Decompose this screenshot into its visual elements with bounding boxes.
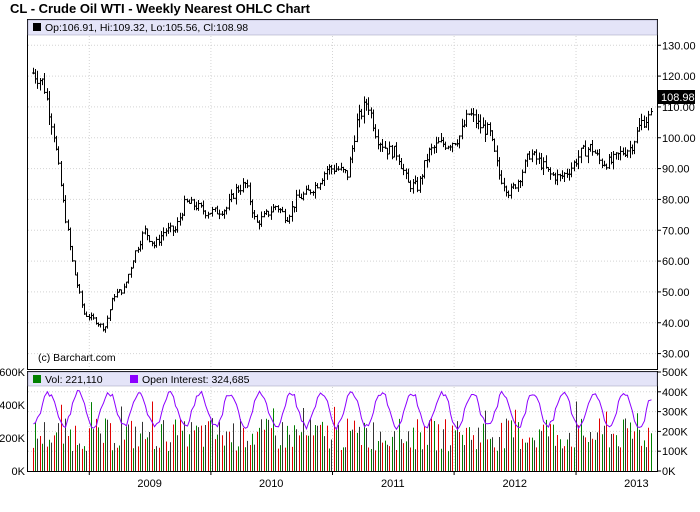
- open-interest-y-tick-label: 400K: [662, 387, 688, 399]
- open-interest-line: [33, 389, 652, 431]
- volume-panel: Vol: 221,110 Open Interest: 324,685 0K 20…: [0, 367, 688, 478]
- price-y-tick-label: 50.00: [662, 287, 690, 299]
- volume-y-tick-label: 0K: [12, 466, 26, 478]
- price-y-tick-label: 70.00: [662, 225, 690, 237]
- price-y-tick-label: 90.00: [662, 164, 690, 176]
- open-interest-y-tick-label: 200K: [662, 426, 688, 438]
- x-tick-label: 2013: [624, 478, 648, 490]
- price-y-tick-label: 120.00: [662, 71, 696, 83]
- credit-text: (c) Barchart.com: [38, 352, 116, 364]
- price-bars: [32, 67, 653, 333]
- x-tick-label: 2009: [137, 478, 161, 490]
- price-y-tick-label: 130.00: [662, 40, 696, 52]
- open-interest-swatch: [130, 375, 138, 383]
- price-panel: Op:106.91, Hi:109.32, Lo:105.56, Cl:108.…: [27, 19, 696, 370]
- price-info-text: Op:106.91, Hi:109.32, Lo:105.56, Cl:108.…: [45, 22, 248, 34]
- price-y-axis: 30.00 40.00 50.00 60.00 70.00 80.00 90.00 100.0…: [657, 40, 696, 361]
- x-tick-label: 2012: [502, 478, 526, 490]
- volume-bars: [33, 401, 652, 471]
- volume-y-tick-label: 400K: [0, 400, 26, 412]
- volume-y-axis-right: 0K 100K 200K 300K 400K 500K: [657, 367, 688, 478]
- open-interest-y-tick-label: 500K: [662, 367, 688, 379]
- volume-y-axis-left: 0K 200K 400K 600K: [0, 367, 26, 478]
- price-info-swatch: [33, 23, 41, 31]
- x-tick-label: 2011: [381, 478, 405, 490]
- price-y-tick-label: 60.00: [662, 256, 690, 268]
- open-interest-info-text: Open Interest: 324,685: [142, 374, 250, 386]
- last-price-box: [658, 90, 695, 104]
- open-interest-y-tick-label: 0K: [662, 466, 676, 478]
- x-tick-label: 2010: [259, 478, 283, 490]
- price-y-tick-label: 40.00: [662, 318, 690, 330]
- volume-y-tick-label: 600K: [0, 367, 26, 379]
- volume-plot-area: [27, 371, 658, 472]
- price-y-tick-label: 110.00: [662, 102, 695, 114]
- volume-y-tick-label: 200K: [0, 433, 26, 445]
- price-y-tick-label: 100.00: [662, 133, 696, 145]
- chart-title: CL - Crude Oil WTI - Weekly Nearest OHLC…: [10, 1, 311, 16]
- last-price-label: 108.98: [661, 92, 695, 104]
- open-interest-y-tick-label: 100K: [662, 446, 688, 458]
- volume-info-text: Vol: 221,110: [45, 374, 103, 386]
- x-axis: 2009 2010 2011 2012 2013: [88, 471, 649, 490]
- volume-info-bar: [27, 371, 658, 387]
- price-y-tick-label: 30.00: [662, 349, 690, 361]
- price-plot-area: [27, 19, 658, 370]
- price-y-tick-label: 80.00: [662, 194, 690, 206]
- volume-swatch: [33, 375, 41, 383]
- price-info-bar: [27, 19, 658, 36]
- open-interest-y-tick-label: 300K: [662, 407, 688, 419]
